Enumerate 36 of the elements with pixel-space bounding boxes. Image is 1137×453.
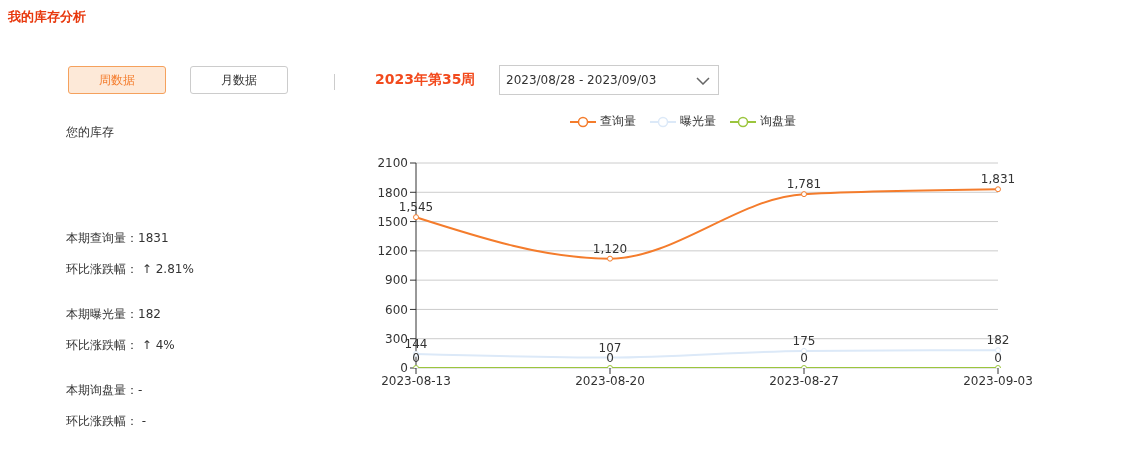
text: 我的库存分析 [8, 8, 86, 26]
text: 环比涨跌幅： ↑ 2.81% [66, 261, 194, 278]
y-tick-label: 2100 [377, 156, 408, 171]
legend-label: 曝光量 [679, 113, 716, 130]
x-tick-label: 2023-09-03 [963, 373, 1033, 388]
text: 本期曝光量：182 [66, 306, 161, 323]
x-tick-label: 2023-08-13 [381, 373, 451, 388]
y-tick-label: 1800 [377, 185, 408, 200]
text: 本期查询量：1831 [66, 230, 169, 247]
data-label: 175 [792, 333, 816, 348]
text: 环比涨跌幅： ↑ 4% [66, 337, 175, 354]
x-tick-label: 2023-08-20 [575, 373, 645, 388]
y-tick-label: 900 [385, 273, 408, 288]
data-label: 0 [800, 351, 808, 365]
legend-label: 询盘量 [759, 113, 796, 130]
text: 您的库存 [66, 124, 114, 141]
data-label: 1,120 [592, 241, 628, 256]
data-label: 0 [412, 351, 420, 365]
data-label: 1,545 [398, 200, 434, 215]
legend-label: 查询量 [599, 113, 636, 130]
text: 2023/08/28 - 2023/09/03 [499, 65, 719, 95]
text: 本期询盘量：- [66, 382, 143, 399]
text: 环比涨跌幅： - [66, 413, 147, 430]
y-tick-label: 1500 [377, 214, 408, 229]
text: 2023年第35周 [375, 71, 476, 89]
data-label: 1,781 [786, 177, 822, 192]
data-label: 1,831 [980, 172, 1016, 187]
data-label: 0 [606, 351, 614, 365]
data-label: 182 [986, 333, 1010, 348]
text: 周数据 [68, 66, 166, 94]
y-tick-label: 600 [385, 302, 408, 317]
y-tick-label: 0 [400, 361, 408, 376]
x-tick-label: 2023-08-27 [769, 373, 839, 388]
text: 月数据 [190, 66, 288, 94]
data-label: 0 [994, 351, 1002, 365]
y-tick-label: 1200 [377, 244, 408, 259]
